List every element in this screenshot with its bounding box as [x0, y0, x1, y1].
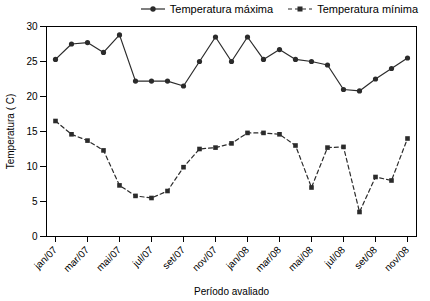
- html-text:Temperatura mínima: Temperatura mínima: [317, 3, 418, 15]
- svg-text:0: 0: [32, 231, 38, 242]
- svg-text:jan/07: jan/07: [31, 244, 59, 272]
- svg-text:25: 25: [26, 56, 38, 67]
- svg-text:nov/08: nov/08: [382, 244, 411, 273]
- html-text:Temperatura máxima: Temperatura máxima: [169, 3, 274, 15]
- svg-text:set/07: set/07: [160, 244, 187, 271]
- svg-text:20: 20: [26, 91, 38, 102]
- svg-text:mar/07: mar/07: [61, 244, 91, 274]
- svg-text:10: 10: [26, 161, 38, 172]
- svg-text:mai/08: mai/08: [286, 244, 315, 273]
- svg-text:mar/08: mar/08: [253, 244, 283, 274]
- svg-text:Temperatura ( C): Temperatura ( C): [5, 94, 16, 170]
- svg-text:30: 30: [26, 21, 38, 32]
- svg-text:jul/07: jul/07: [130, 244, 156, 270]
- svg-text:15: 15: [26, 126, 38, 137]
- svg-text:jul/08: jul/08: [322, 244, 348, 270]
- svg-text:5: 5: [32, 196, 38, 207]
- svg-text:mai/07: mai/07: [94, 244, 123, 273]
- svg-text:nov/07: nov/07: [190, 244, 219, 273]
- svg-text:Período avaliado: Período avaliado: [194, 286, 269, 297]
- svg-text:set/08: set/08: [352, 244, 379, 271]
- svg-text:jan/08: jan/08: [223, 244, 251, 272]
